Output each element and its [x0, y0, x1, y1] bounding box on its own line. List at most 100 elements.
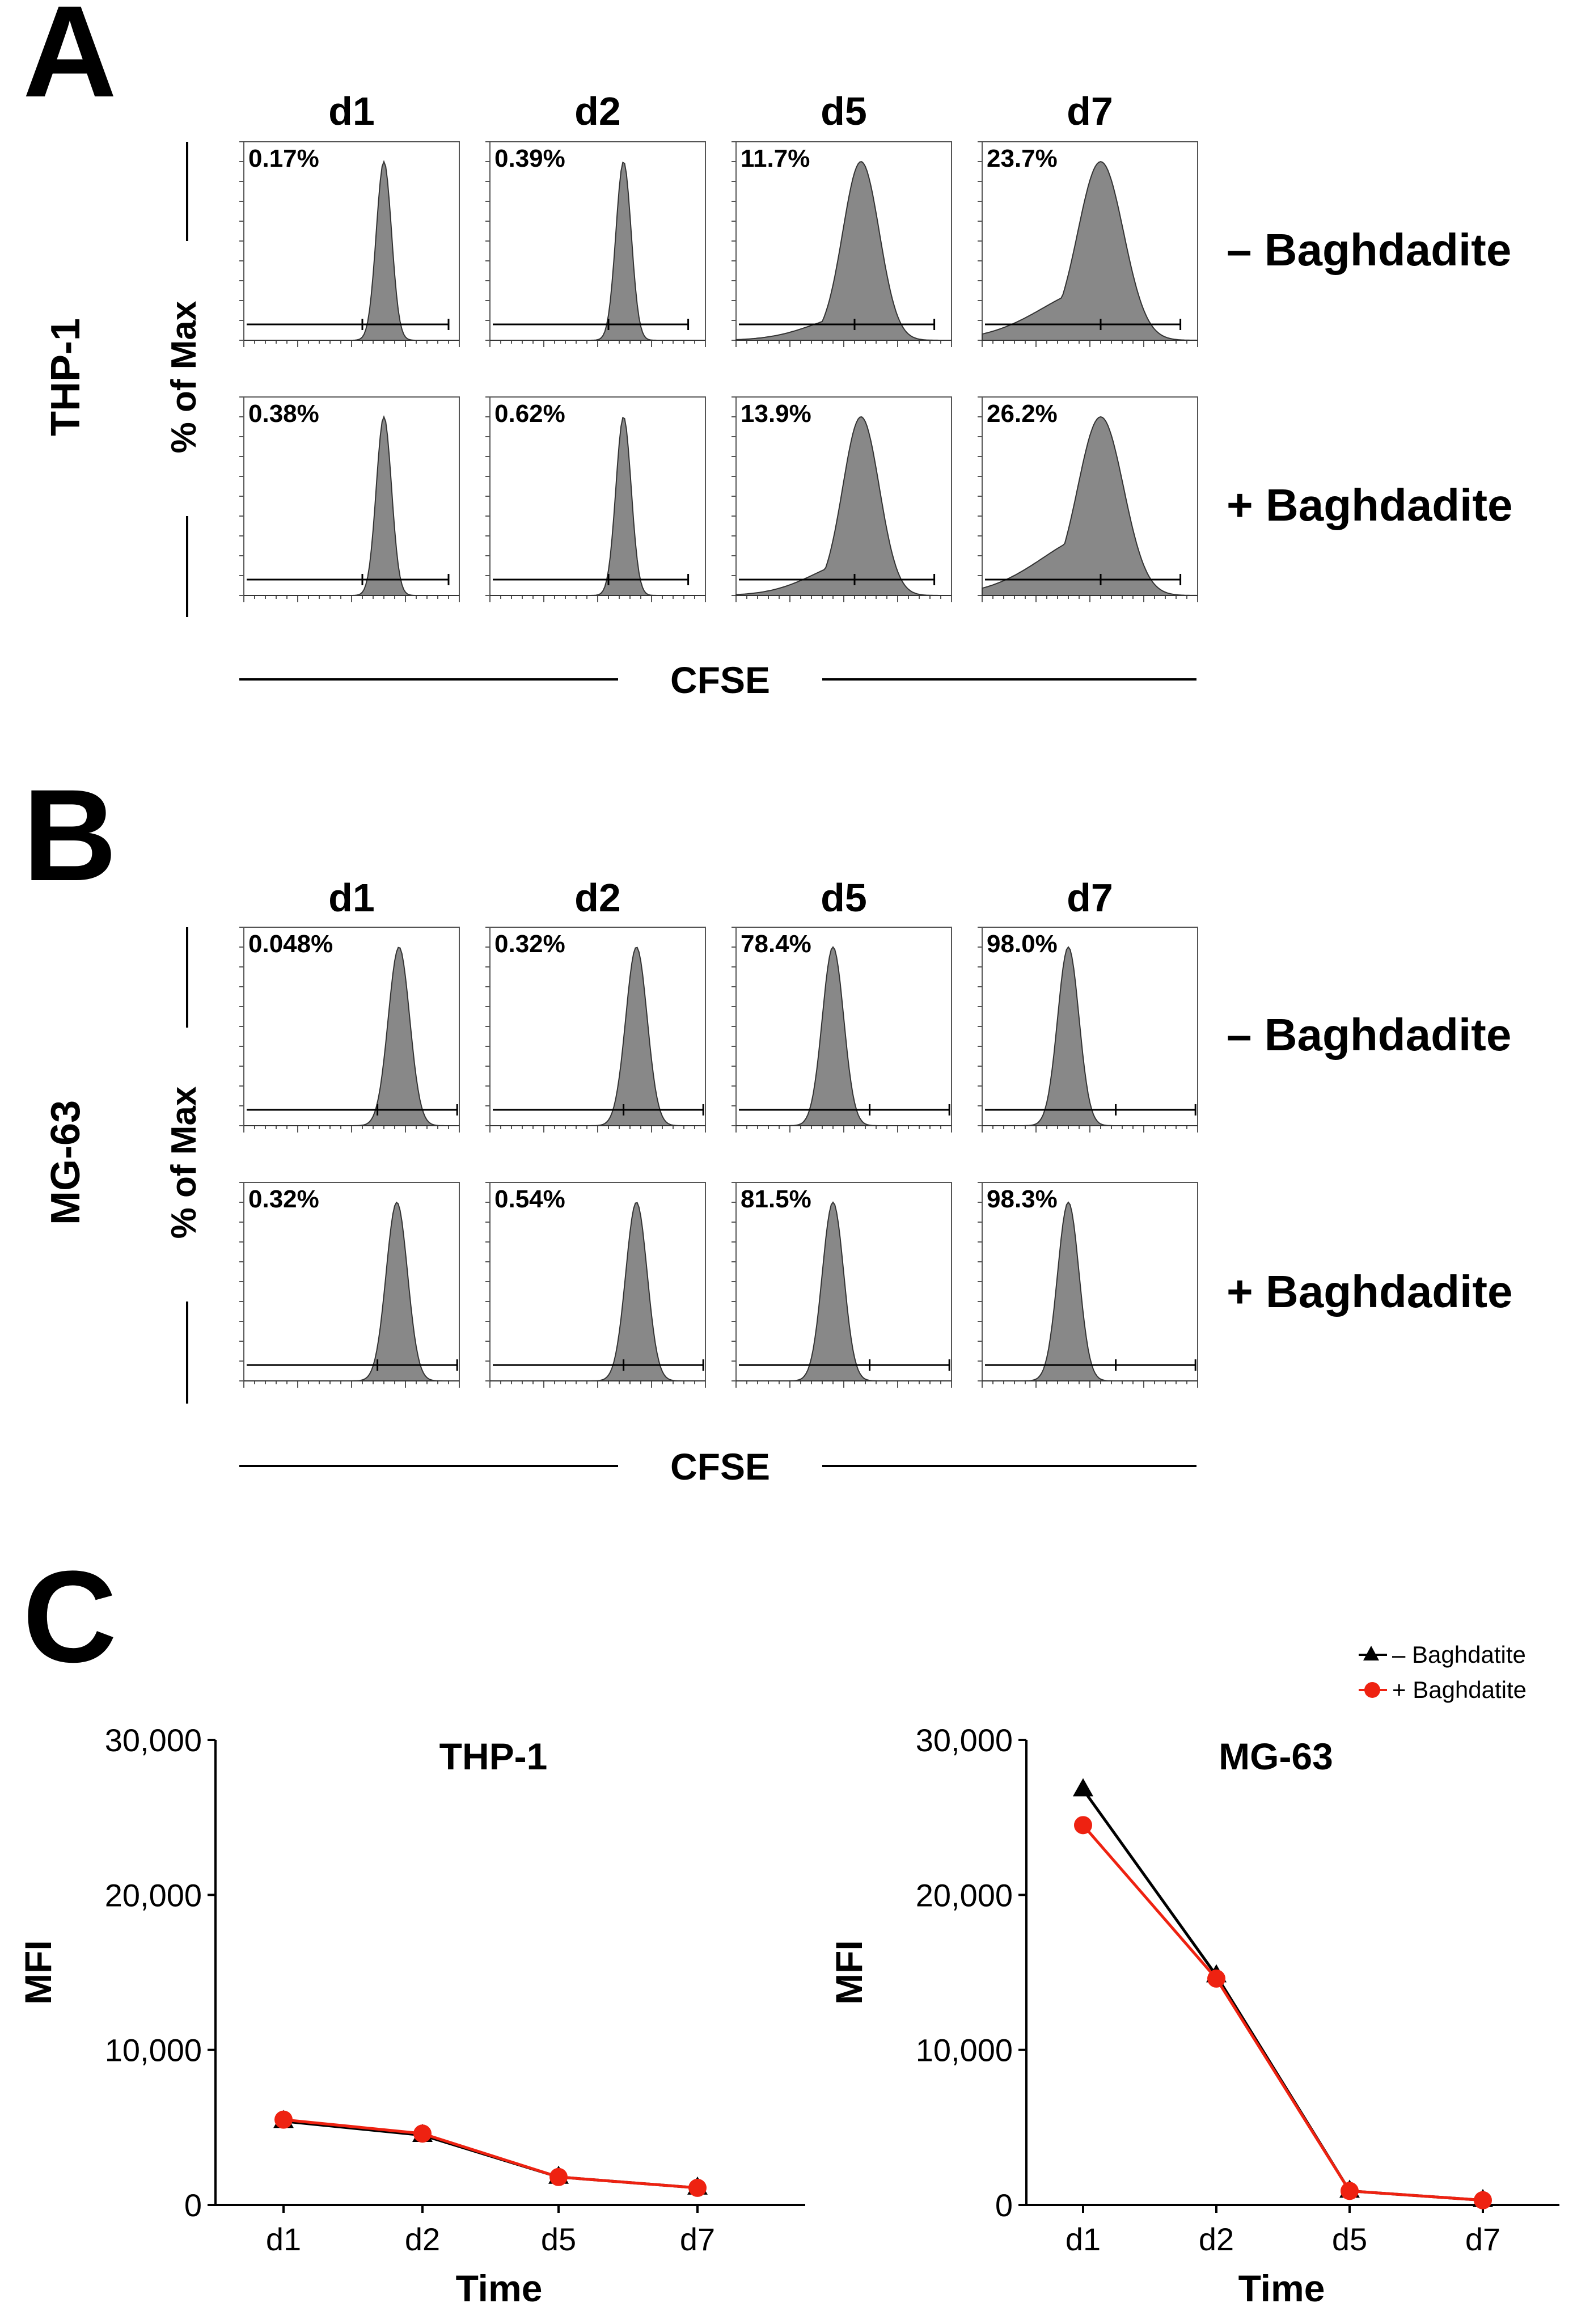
histogram-distribution [490, 946, 705, 1126]
histogram-panel: 23.7% [978, 141, 1198, 347]
histogram-panel: 13.9% [732, 396, 952, 602]
histogram-panel: 0.62% [485, 396, 706, 602]
gate-percentage: 11.7% [741, 145, 810, 172]
data-point-circle [688, 2178, 707, 2197]
x-tick-label: d7 [680, 2221, 715, 2257]
legend-label-minus: – Baghdatite [1392, 1641, 1526, 1668]
panel-b-column-d5: d5 [821, 876, 867, 920]
gate-percentage: 0.62% [494, 400, 565, 428]
panel-a-column-d1: d1 [328, 89, 375, 133]
histogram-distribution [982, 416, 1198, 596]
histogram-distribution [490, 1202, 705, 1381]
gate-percentage: 0.048% [248, 930, 333, 958]
gate-percentage: 0.32% [494, 930, 565, 958]
y-tick-label: 0 [995, 2187, 1013, 2223]
histogram-frame [489, 141, 706, 341]
data-point-circle [1474, 2191, 1492, 2209]
series-line [1081, 1789, 1483, 2202]
histogram-panel: 0.17% [239, 141, 460, 347]
panel-b-row-label-plus: + Baghdadite [1227, 1266, 1513, 1317]
histogram-panel: 81.5% [732, 1182, 952, 1388]
x-tick-label: d5 [541, 2221, 576, 2257]
gate-percentage: 26.2% [987, 400, 1058, 428]
gate-percentage: 78.4% [741, 930, 811, 958]
gate-percentage: 0.38% [248, 400, 319, 428]
histogram-frame [243, 927, 460, 1126]
histogram-distribution [490, 416, 705, 596]
x-tick-label: d1 [1066, 2221, 1101, 2257]
histogram-distribution [244, 946, 459, 1126]
panel-a-column-d5: d5 [821, 89, 867, 133]
panel-a-row-label-minus: – Baghdadite [1227, 225, 1511, 275]
chart-mg63: 0 10,000 20,000 30,000 d1 d2 d5 d7 MG-63 Time MFI [828, 1722, 1559, 2309]
histogram-panel: 0.048% [239, 927, 460, 1133]
histogram-panel: 0.38% [239, 396, 460, 602]
histogram-distribution [735, 161, 952, 341]
panel-b-histogram-grid: 0.048% 0.32% 78.4% 98.0% 0.32% 0.54% 81.5% 98.3… [239, 927, 1198, 1388]
panel-b-column-d1: d1 [328, 876, 375, 920]
x-tick-label: d2 [405, 2221, 440, 2257]
x-tick-label: d2 [1199, 2221, 1234, 2257]
histogram-panel: 0.32% [485, 927, 706, 1133]
legend-label-plus: + Baghdatite [1392, 1676, 1527, 1703]
panel-c: C – Baghdatite + Baghdatite 0 10,000 20,00… [17, 1544, 1559, 2309]
histogram-distribution [982, 160, 1198, 341]
panel-b-x-label: CFSE [670, 1446, 770, 1488]
y-tick-label: 10,000 [916, 2033, 1013, 2068]
y-axis-title: MFI [17, 1940, 59, 2005]
gate-percentage: 0.39% [494, 145, 565, 172]
y-axis-title: MFI [828, 1940, 870, 2005]
histogram-distribution [982, 946, 1198, 1126]
y-tick-label: 0 [184, 2187, 202, 2223]
x-axis-title: Time [456, 2267, 543, 2309]
histogram-panel: 0.39% [485, 141, 706, 347]
histogram-panel: 0.54% [485, 1182, 706, 1388]
gate-percentage: 0.17% [248, 145, 319, 172]
chart-title: THP-1 [439, 1735, 548, 1777]
panel-a-column-d7: d7 [1067, 89, 1113, 133]
x-axis-title: Time [1238, 2267, 1325, 2309]
legend: – Baghdatite + Baghdatite [1359, 1641, 1527, 1703]
panel-a-cell-line-label: THP-1 [43, 318, 88, 436]
gate-percentage: 98.3% [987, 1185, 1058, 1213]
panel-b-y-label: % of Max [164, 1086, 204, 1239]
histogram-distribution [982, 1201, 1198, 1381]
histogram-frame [489, 927, 706, 1126]
panel-a-letter: A [23, 0, 117, 124]
panel-a-histogram-grid: 0.17% 0.39% 11.7% 23.7% 0.38% 0.62% 13.9% 26.2% [239, 141, 1198, 602]
x-tick-label: d1 [266, 2221, 301, 2257]
histogram-panel: 78.4% [732, 927, 952, 1133]
panel-a: A d1 d2 d5 d7 THP-1 % of Max 0.17% 0.39% 1… [23, 0, 1513, 701]
panel-a-y-label: % of Max [164, 301, 204, 453]
data-point-circle [1341, 2182, 1359, 2200]
gate-percentage: 0.32% [248, 1185, 319, 1213]
histogram-distribution [244, 1201, 459, 1381]
panel-b-column-d7: d7 [1067, 876, 1113, 920]
data-point-triangle [1073, 1778, 1093, 1797]
gate-percentage: 0.54% [494, 1185, 565, 1213]
x-tick-label: d7 [1465, 2221, 1500, 2257]
x-tick-label: d5 [1332, 2221, 1367, 2257]
gate-percentage: 13.9% [741, 400, 811, 428]
data-point-circle [413, 2124, 432, 2143]
gate-percentage: 81.5% [741, 1185, 811, 1213]
histogram-panel: 11.7% [732, 141, 952, 347]
histogram-frame [243, 396, 460, 596]
panel-b-column-d2: d2 [574, 876, 621, 920]
data-point-circle [1074, 1816, 1092, 1835]
panel-b-row-label-minus: – Baghdadite [1227, 1009, 1511, 1060]
y-tick-label: 30,000 [916, 1722, 1013, 1758]
data-point-circle [1207, 1969, 1225, 1988]
panel-b: B d1 d2 d5 d7 MG-63 % of Max 0.048% 0.32%… [23, 762, 1513, 1488]
histogram-frame [982, 927, 1198, 1126]
gate-percentage: 98.0% [987, 930, 1058, 958]
histogram-panel: 98.3% [978, 1182, 1198, 1388]
y-tick-label: 20,000 [916, 1877, 1013, 1913]
data-point-circle [549, 2167, 568, 2186]
gate-percentage: 23.7% [987, 145, 1058, 172]
histogram-frame [489, 1182, 706, 1381]
histogram-frame [489, 396, 706, 596]
panel-a-x-label: CFSE [670, 659, 770, 701]
chart-thp1: 0 10,000 20,000 30,000 d1 d2 d5 d7 THP-1 Time MFI [17, 1722, 805, 2309]
